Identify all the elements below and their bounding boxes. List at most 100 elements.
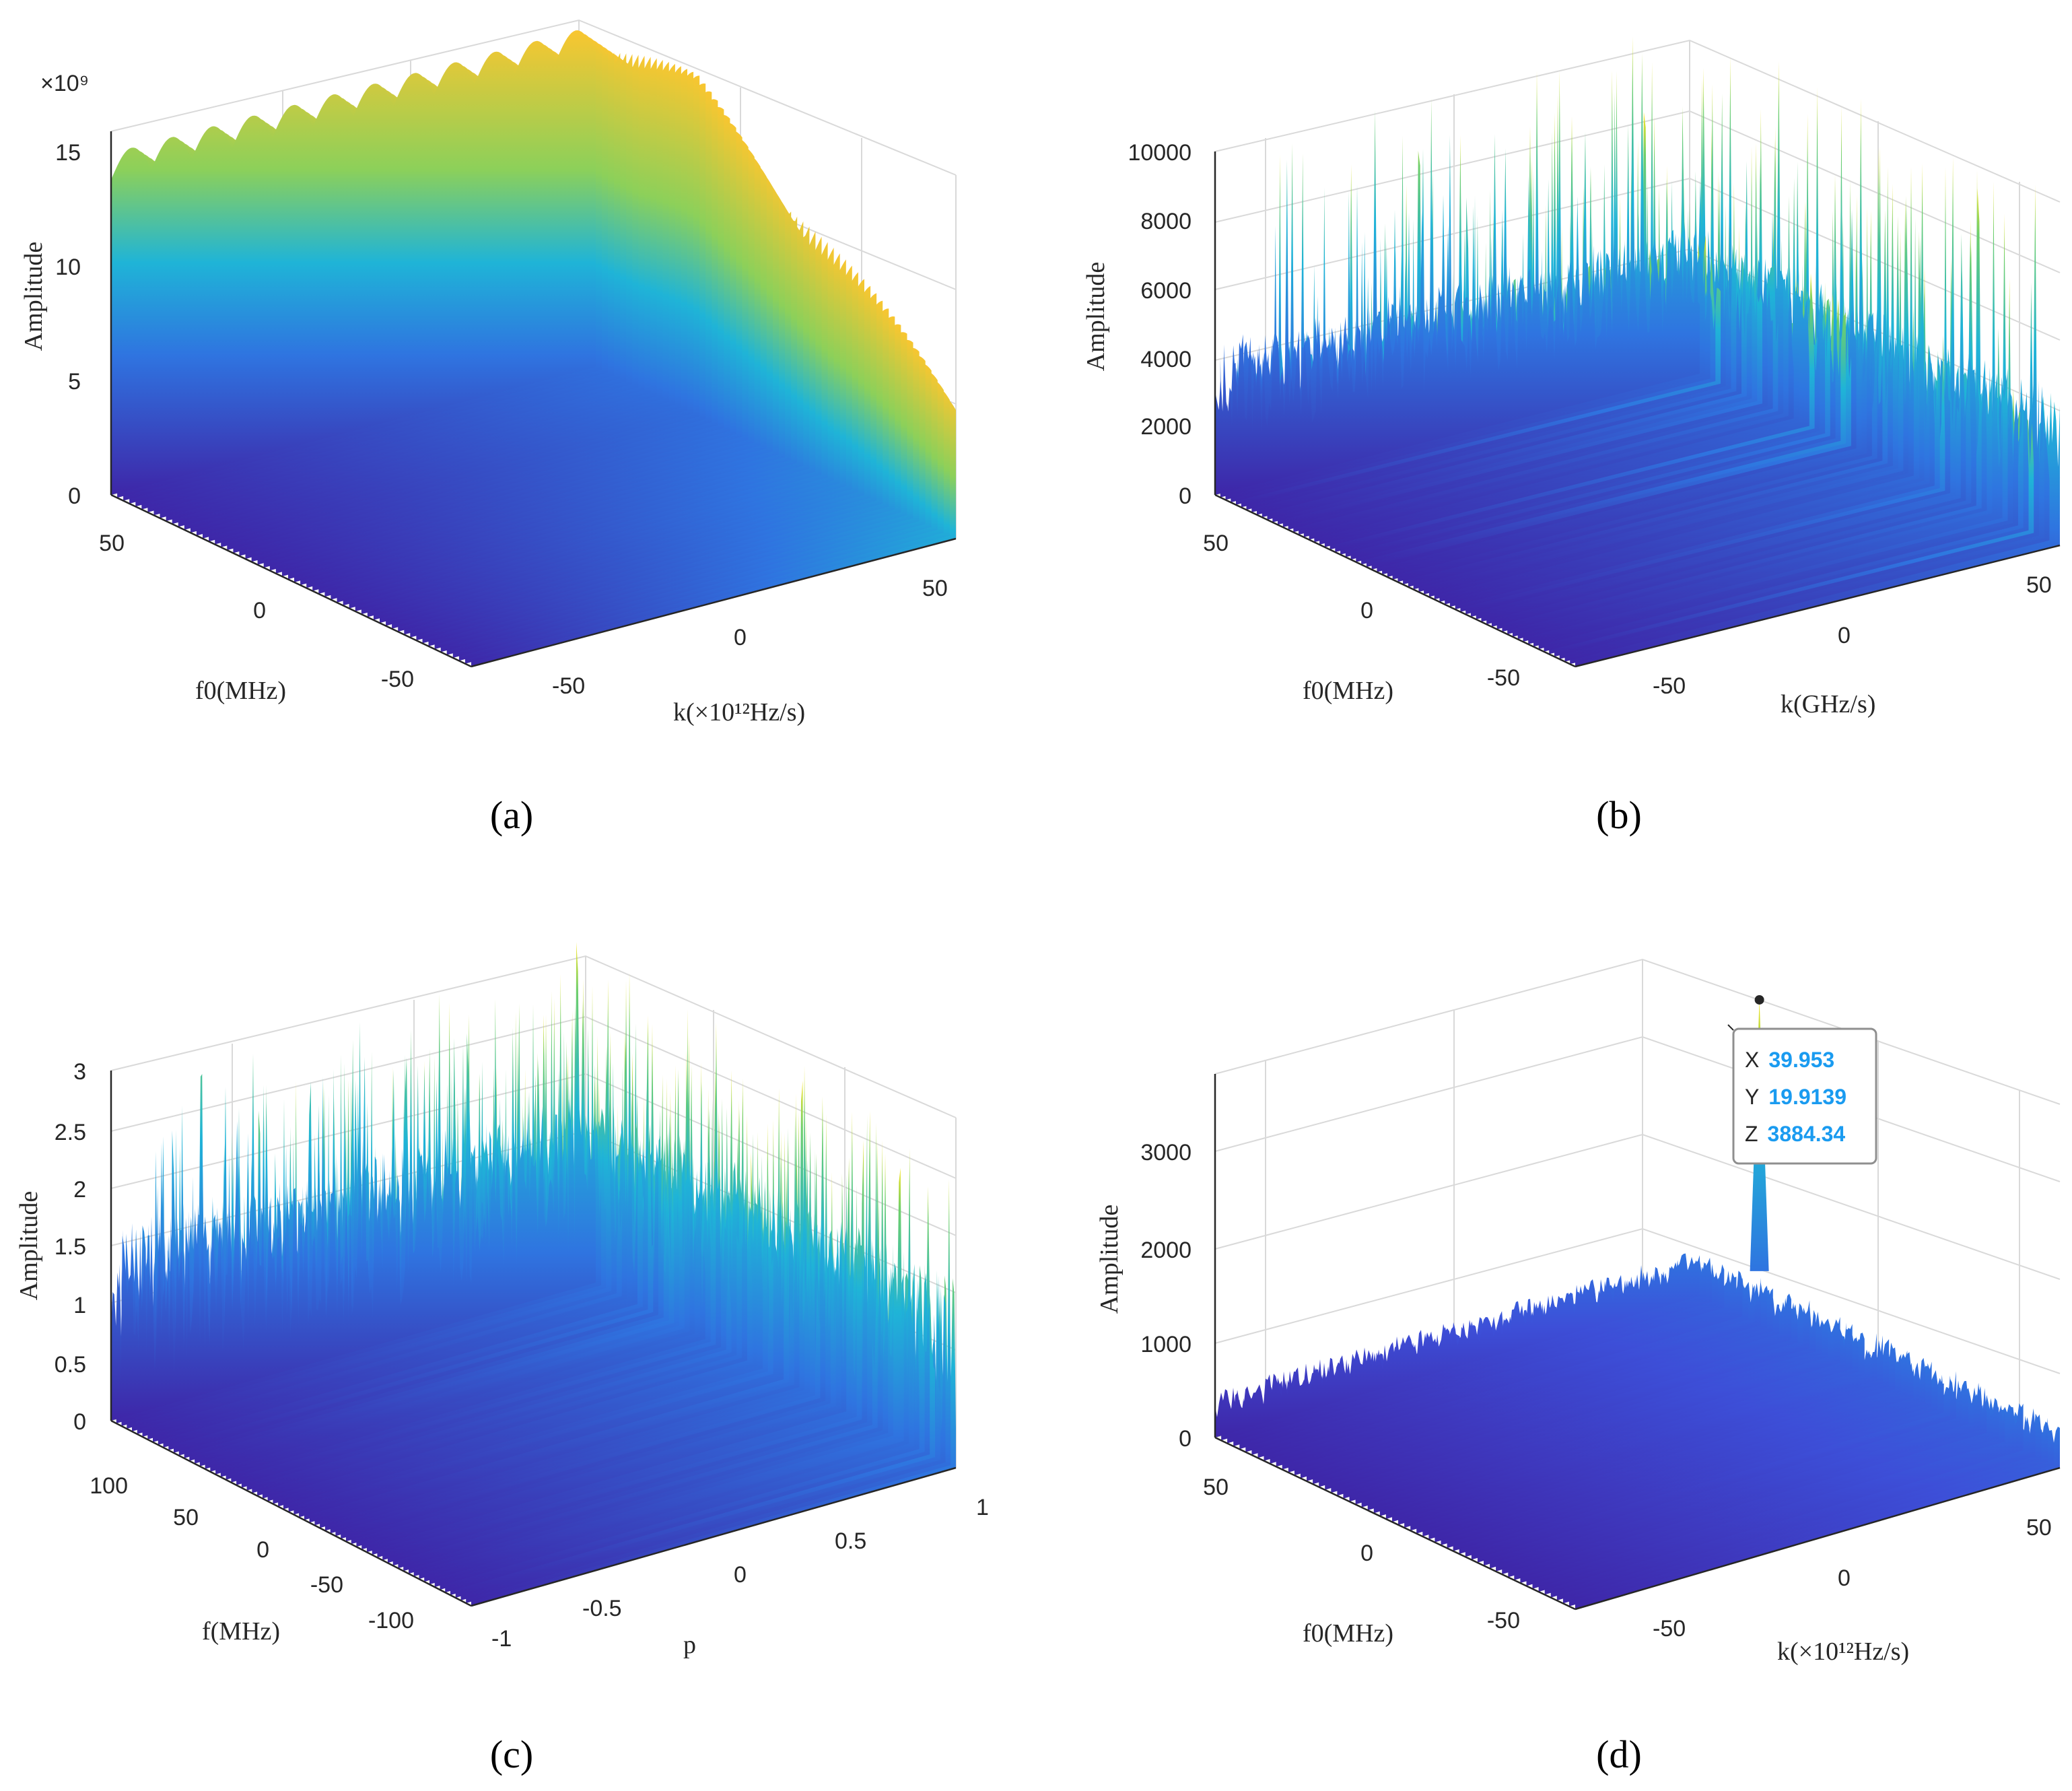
panel-a-xtick-50: 50 <box>922 576 948 601</box>
panel-c-ztick-2: 2 <box>73 1177 86 1203</box>
datatip-z-value: 3884.34 <box>1768 1122 1846 1146</box>
panel-d-ytick-50: 50 <box>1203 1475 1229 1500</box>
datatip-z-row: Z 3884.34 <box>1745 1122 1845 1146</box>
panel-c-ytick-neg50: -50 <box>310 1572 343 1598</box>
panel-a-ztick-0: 0 <box>68 483 81 509</box>
panel-b-ztick-8000: 8000 <box>1140 209 1192 234</box>
panel-c-ztick-1: 1 <box>73 1293 86 1318</box>
panel-b-zlabel: Amplitude <box>1082 262 1110 372</box>
surface-strip <box>121 1003 607 1426</box>
datatip-z-key: Z <box>1745 1122 1758 1146</box>
panel-c-ztick-3: 3 <box>73 1059 86 1085</box>
surface-strip <box>111 942 596 1421</box>
panel-a-z-ticks: 0 5 10 15 ×10⁹ <box>40 71 89 509</box>
panel-c-xtick-1: 1 <box>976 1495 989 1520</box>
panel-c-xtick-neg1: -1 <box>491 1626 512 1652</box>
panel-b-xtick-50: 50 <box>2026 572 2052 598</box>
surface-strip <box>158 1029 643 1445</box>
panel-d-peak-marker[interactable] <box>1754 994 1764 1005</box>
panel-c-label: (c) <box>490 1732 533 1776</box>
panel-a-ztick-10: 10 <box>55 255 81 280</box>
panel-c-surface-plot: 0 0.5 1 1.5 2 2.5 3 100 50 0 -50 -100 -1… <box>15 942 989 1776</box>
panel-a-zlabel: Amplitude <box>20 242 48 351</box>
panel-d-surface-plot: 0 1000 2000 3000 50 0 -50 -50 0 50 Ampli… <box>1095 958 2061 1776</box>
panel-c-surface <box>111 942 956 1606</box>
panel-d-xtick-0: 0 <box>1838 1565 1851 1591</box>
panel-c-xlabel: p <box>683 1631 696 1659</box>
panel-b-xtick-neg50: -50 <box>1653 673 1686 699</box>
panel-a-xtick-neg50: -50 <box>552 673 585 699</box>
panel-c-xtick-0.5: 0.5 <box>835 1528 866 1554</box>
panel-c-ylabel: f(MHz) <box>202 1617 280 1646</box>
surface-strip <box>267 1079 753 1501</box>
panel-c-xtick-neg0.5: -0.5 <box>582 1596 622 1621</box>
panel-b-x-ticks: -50 0 50 <box>1653 572 2052 699</box>
panel-a-axes <box>110 131 957 668</box>
panel-d-surface <box>1215 994 2060 1609</box>
surface-strip <box>1215 1253 1700 1438</box>
panel-b-surface-plot: 0 2000 4000 6000 8000 10000 50 0 -50 -50… <box>1082 36 2061 837</box>
panel-a-ytick-neg50: -50 <box>381 667 414 692</box>
surface-strip <box>111 30 596 495</box>
panel-d-ztick-3000: 3000 <box>1140 1140 1192 1165</box>
panel-c-ytick-50: 50 <box>173 1505 199 1530</box>
panel-a-ztick-15: 15 <box>55 140 81 166</box>
panel-c-y-ticks: 100 50 0 -50 -100 <box>90 1473 414 1633</box>
panel-b-ztick-6000: 6000 <box>1140 278 1192 304</box>
panel-a-surface <box>111 30 956 667</box>
panel-c-ztick-0: 0 <box>73 1409 86 1435</box>
panel-b-ylabel: f0(MHz) <box>1303 677 1393 705</box>
panel-d-ztick-0: 0 <box>1179 1426 1192 1452</box>
surface-strip <box>1215 36 1700 496</box>
panel-b-ztick-10000: 10000 <box>1128 140 1192 166</box>
panel-c-zlabel: Amplitude <box>15 1191 43 1301</box>
panel-d-axes <box>1214 1074 2061 1611</box>
panel-c-xtick-0: 0 <box>734 1562 747 1588</box>
panel-a-x-ticks: -50 0 50 <box>552 576 948 699</box>
panel-b-ytick-50: 50 <box>1203 531 1229 556</box>
panel-d-xtick-50: 50 <box>2026 1515 2052 1541</box>
panel-a-z-exponent: ×10⁹ <box>40 71 89 96</box>
panel-a-surface-plot: 0 5 10 15 ×10⁹ 50 0 -50 -50 0 50 Amplitu… <box>20 19 957 837</box>
panel-b-surface <box>1215 36 2060 667</box>
panel-c-z-ticks: 0 0.5 1 1.5 2 2.5 3 <box>55 1059 86 1435</box>
panel-d-ytick-0: 0 <box>1360 1541 1373 1566</box>
panel-c-ztick-1.5: 1.5 <box>55 1234 86 1260</box>
panel-b-ytick-0: 0 <box>1360 598 1373 623</box>
panel-a-ytick-0: 0 <box>253 598 266 623</box>
panel-d-ztick-1000: 1000 <box>1140 1332 1192 1357</box>
panel-c-ytick-0: 0 <box>256 1537 269 1563</box>
panel-a-ytick-50: 50 <box>99 531 125 556</box>
datatip-box <box>1732 1027 1877 1165</box>
panel-a-xtick-0: 0 <box>734 625 747 650</box>
panel-d-x-ticks: -50 0 50 <box>1653 1515 2052 1642</box>
panel-d-zlabel: Amplitude <box>1095 1205 1124 1314</box>
panel-d-xlabel: k(×10¹²Hz/s) <box>1777 1637 1909 1666</box>
panel-a-y-ticks: 50 0 -50 <box>99 531 414 692</box>
surface-strip <box>1293 164 1779 533</box>
panel-d-ytick-neg50: -50 <box>1487 1608 1520 1633</box>
panel-a-xlabel: k(×10¹²Hz/s) <box>673 698 805 726</box>
panel-c-axes <box>110 1071 957 1607</box>
datatip-leader <box>1727 1024 1734 1031</box>
panel-d-xtick-neg50: -50 <box>1653 1616 1686 1642</box>
datatip-x-value: 39.953 <box>1768 1048 1834 1072</box>
panel-d-label: (d) <box>1596 1732 1642 1776</box>
panel-d-ztick-2000: 2000 <box>1140 1238 1192 1263</box>
panel-c-ytick-neg100: -100 <box>368 1608 414 1633</box>
panel-a-ztick-5: 5 <box>68 369 81 395</box>
panel-c-x-ticks: -1 -0.5 0 0.5 1 <box>491 1495 989 1652</box>
panel-b-xtick-0: 0 <box>1838 623 1851 648</box>
panel-c-ztick-2.5: 2.5 <box>55 1120 86 1145</box>
panel-c-ytick-100: 100 <box>90 1473 128 1499</box>
panel-b-z-ticks: 0 2000 4000 6000 8000 10000 <box>1128 140 1192 509</box>
panel-d-y-ticks: 50 0 -50 <box>1203 1475 1520 1633</box>
panel-d-ylabel: f0(MHz) <box>1303 1619 1393 1648</box>
datatip-y-key: Y <box>1745 1085 1759 1109</box>
datatip-x-key: X <box>1745 1048 1759 1072</box>
panel-d-z-ticks: 0 1000 2000 3000 <box>1140 1140 1192 1452</box>
panel-d-datatip[interactable]: X 39.953 Y 19.9139 Z 3884.34 <box>1727 1024 1877 1165</box>
panel-a-ylabel: f0(MHz) <box>195 677 286 705</box>
panel-b-ztick-2000: 2000 <box>1140 414 1192 440</box>
